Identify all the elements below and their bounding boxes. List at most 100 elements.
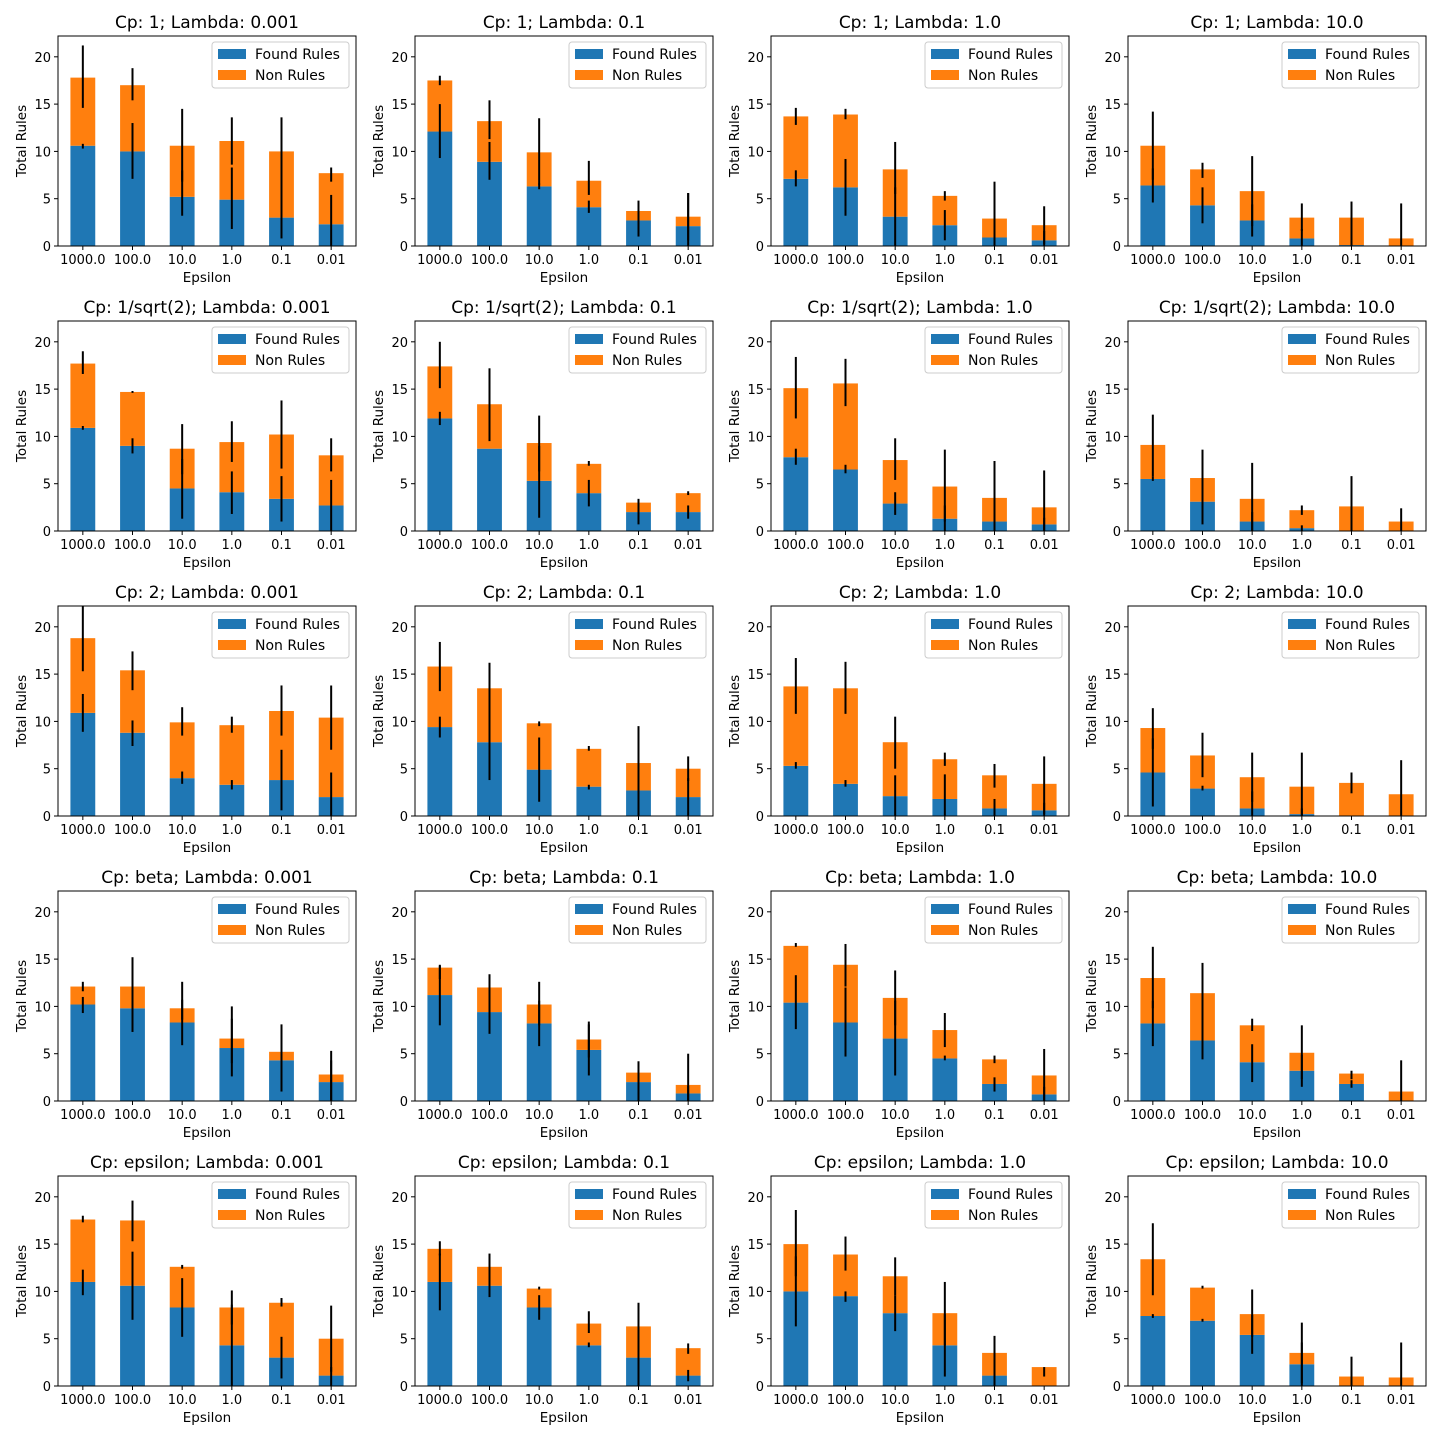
x-tick-label: 1.0 bbox=[221, 1108, 242, 1123]
x-tick-label: 0.1 bbox=[628, 253, 649, 268]
y-tick-label: 10 bbox=[1104, 145, 1121, 160]
bar-found-rules bbox=[427, 418, 453, 531]
y-tick-label: 5 bbox=[400, 1333, 408, 1348]
x-axis-label: Epsilon bbox=[540, 270, 588, 286]
legend: Found Rules Non Rules bbox=[211, 326, 350, 374]
y-tick-label: 0 bbox=[1113, 1095, 1121, 1110]
y-tick-label: 20 bbox=[1104, 621, 1121, 636]
y-tick-label: 0 bbox=[756, 240, 764, 255]
y-tick-label: 15 bbox=[1104, 953, 1121, 968]
x-tick-label: 100.0 bbox=[827, 1393, 864, 1408]
legend-swatch-non bbox=[1288, 1210, 1316, 1220]
legend: Found Rules Non Rules bbox=[1281, 41, 1420, 89]
y-tick-label: 0 bbox=[400, 240, 408, 255]
legend-swatch-non bbox=[1288, 640, 1316, 650]
y-tick-label: 10 bbox=[391, 1285, 408, 1300]
axes-frame bbox=[770, 890, 1070, 1102]
x-tick-label: 1.0 bbox=[221, 253, 242, 268]
y-tick-label: 15 bbox=[391, 383, 408, 398]
legend-swatch-found bbox=[218, 334, 246, 344]
legend-box bbox=[924, 1181, 1063, 1229]
x-tick-label: 1000.0 bbox=[1130, 823, 1176, 838]
legend-label-found: Found Rules bbox=[1325, 902, 1410, 918]
x-tick-label: 100.0 bbox=[1184, 1393, 1221, 1408]
legend-swatch-found bbox=[931, 904, 959, 914]
x-tick-label: 1.0 bbox=[578, 253, 599, 268]
x-axis-label: Epsilon bbox=[1253, 840, 1301, 856]
legend-box bbox=[211, 1181, 350, 1229]
x-tick-label: 0.1 bbox=[1341, 1393, 1362, 1408]
subplot-title: Cp: epsilon; Lambda: 1.0 bbox=[814, 1153, 1026, 1173]
y-tick-label: 0 bbox=[43, 525, 51, 540]
legend-label-found: Found Rules bbox=[968, 332, 1053, 348]
subplot-16: Cp: beta; Lambda: 10.0 0 5 10 15 20 1000.0 100.… bbox=[1084, 868, 1427, 1141]
legend-label-non: Non Rules bbox=[612, 353, 682, 369]
y-axis-label: Total Rules bbox=[14, 390, 30, 463]
legend-label-non: Non Rules bbox=[968, 353, 1038, 369]
legend-label-non: Non Rules bbox=[255, 923, 325, 939]
y-tick-label: 0 bbox=[43, 240, 51, 255]
y-tick-label: 0 bbox=[400, 525, 408, 540]
y-tick-label: 10 bbox=[391, 715, 408, 730]
x-tick-label: 1.0 bbox=[578, 823, 599, 838]
y-axis-label: Total Rules bbox=[371, 960, 387, 1033]
axes-frame bbox=[57, 890, 357, 1102]
y-tick-label: 0 bbox=[756, 525, 764, 540]
axes-frame bbox=[1127, 320, 1427, 532]
subplot-title: Cp: 2; Lambda: 1.0 bbox=[839, 583, 1001, 603]
x-axis-label: Epsilon bbox=[540, 1125, 588, 1141]
subplot-title: Cp: 2; Lambda: 10.0 bbox=[1190, 583, 1363, 603]
subplot-3: Cp: 1; Lambda: 1.0 0 5 10 15 20 1000.0 100.0 10.… bbox=[727, 13, 1070, 286]
subplot-title: Cp: 1; Lambda: 10.0 bbox=[1190, 13, 1363, 33]
legend-label-non: Non Rules bbox=[1325, 353, 1395, 369]
legend-box bbox=[211, 326, 350, 374]
x-tick-label: 1.0 bbox=[221, 823, 242, 838]
bar-found-rules bbox=[833, 783, 858, 816]
y-tick-label: 15 bbox=[391, 1238, 408, 1253]
axes-frame bbox=[414, 35, 714, 247]
y-axis-label: Total Rules bbox=[371, 390, 387, 463]
subplot-17: Cp: epsilon; Lambda: 0.001 0 5 10 15 20 1000.0… bbox=[14, 1153, 357, 1426]
bar-found-rules bbox=[576, 207, 602, 246]
legend-swatch-found bbox=[931, 334, 959, 344]
y-tick-label: 5 bbox=[43, 1048, 51, 1063]
legend-label-non: Non Rules bbox=[1325, 638, 1395, 654]
y-tick-label: 20 bbox=[34, 906, 51, 921]
legend-box bbox=[1281, 611, 1420, 659]
subplot-11: Cp: 2; Lambda: 1.0 0 5 10 15 20 1000.0 100.0 10.… bbox=[727, 583, 1070, 856]
x-tick-label: 1000.0 bbox=[60, 538, 106, 553]
y-tick-label: 15 bbox=[1104, 383, 1121, 398]
x-axis-label: Epsilon bbox=[1253, 1125, 1301, 1141]
legend-swatch-non bbox=[218, 355, 246, 365]
legend-label-found: Found Rules bbox=[1325, 1187, 1410, 1203]
y-tick-label: 15 bbox=[391, 953, 408, 968]
axes-frame bbox=[770, 35, 1070, 247]
x-tick-label: 100.0 bbox=[1184, 1108, 1221, 1123]
legend-box bbox=[211, 611, 350, 659]
y-tick-label: 10 bbox=[34, 430, 51, 445]
bar-found-rules bbox=[477, 1285, 502, 1386]
x-axis-label: Epsilon bbox=[896, 270, 944, 286]
x-tick-label: 0.01 bbox=[1030, 1393, 1059, 1408]
y-tick-label: 5 bbox=[1113, 1333, 1121, 1348]
x-tick-label: 10.0 bbox=[168, 538, 197, 553]
x-tick-label: 10.0 bbox=[881, 253, 910, 268]
x-tick-label: 10.0 bbox=[881, 823, 910, 838]
x-tick-label: 100.0 bbox=[471, 1108, 508, 1123]
bar-non-rules bbox=[1190, 1287, 1215, 1321]
y-tick-label: 10 bbox=[1104, 430, 1121, 445]
y-tick-label: 10 bbox=[1104, 1285, 1121, 1300]
legend-label-found: Found Rules bbox=[1325, 332, 1410, 348]
subplot-1: Cp: 1; Lambda: 0.001 0 5 10 15 20 1000.0 100.0 1… bbox=[14, 13, 357, 286]
x-tick-label: 10.0 bbox=[881, 1108, 910, 1123]
y-tick-label: 5 bbox=[400, 763, 408, 778]
subplot-title: Cp: 1; Lambda: 0.1 bbox=[483, 13, 645, 33]
x-tick-label: 100.0 bbox=[471, 253, 508, 268]
bar-found-rules bbox=[70, 1004, 96, 1101]
x-tick-label: 0.1 bbox=[984, 1108, 1005, 1123]
y-tick-label: 5 bbox=[1113, 193, 1121, 208]
y-axis-label: Total Rules bbox=[1084, 390, 1100, 463]
legend-swatch-non bbox=[931, 925, 959, 935]
x-tick-label: 1000.0 bbox=[773, 1108, 819, 1123]
